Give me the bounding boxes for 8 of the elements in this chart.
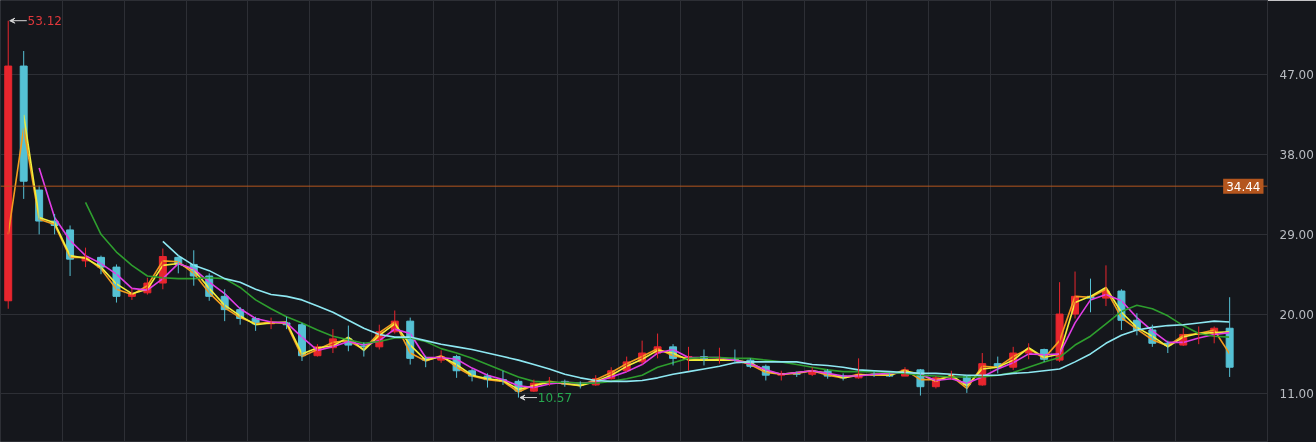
annotation: 10.57 (537, 391, 573, 406)
y-tick-label: 29.00 (1279, 227, 1314, 242)
annotation: 53.12 (27, 14, 62, 29)
y-tick-label: 47.00 (1279, 68, 1314, 83)
y-tick-label: 11.00 (1279, 387, 1314, 402)
ref-line-label: 34.44 (1226, 179, 1261, 194)
y-tick-label: 20.00 (1279, 307, 1314, 322)
y-tick-label: 38.00 (1279, 148, 1314, 163)
